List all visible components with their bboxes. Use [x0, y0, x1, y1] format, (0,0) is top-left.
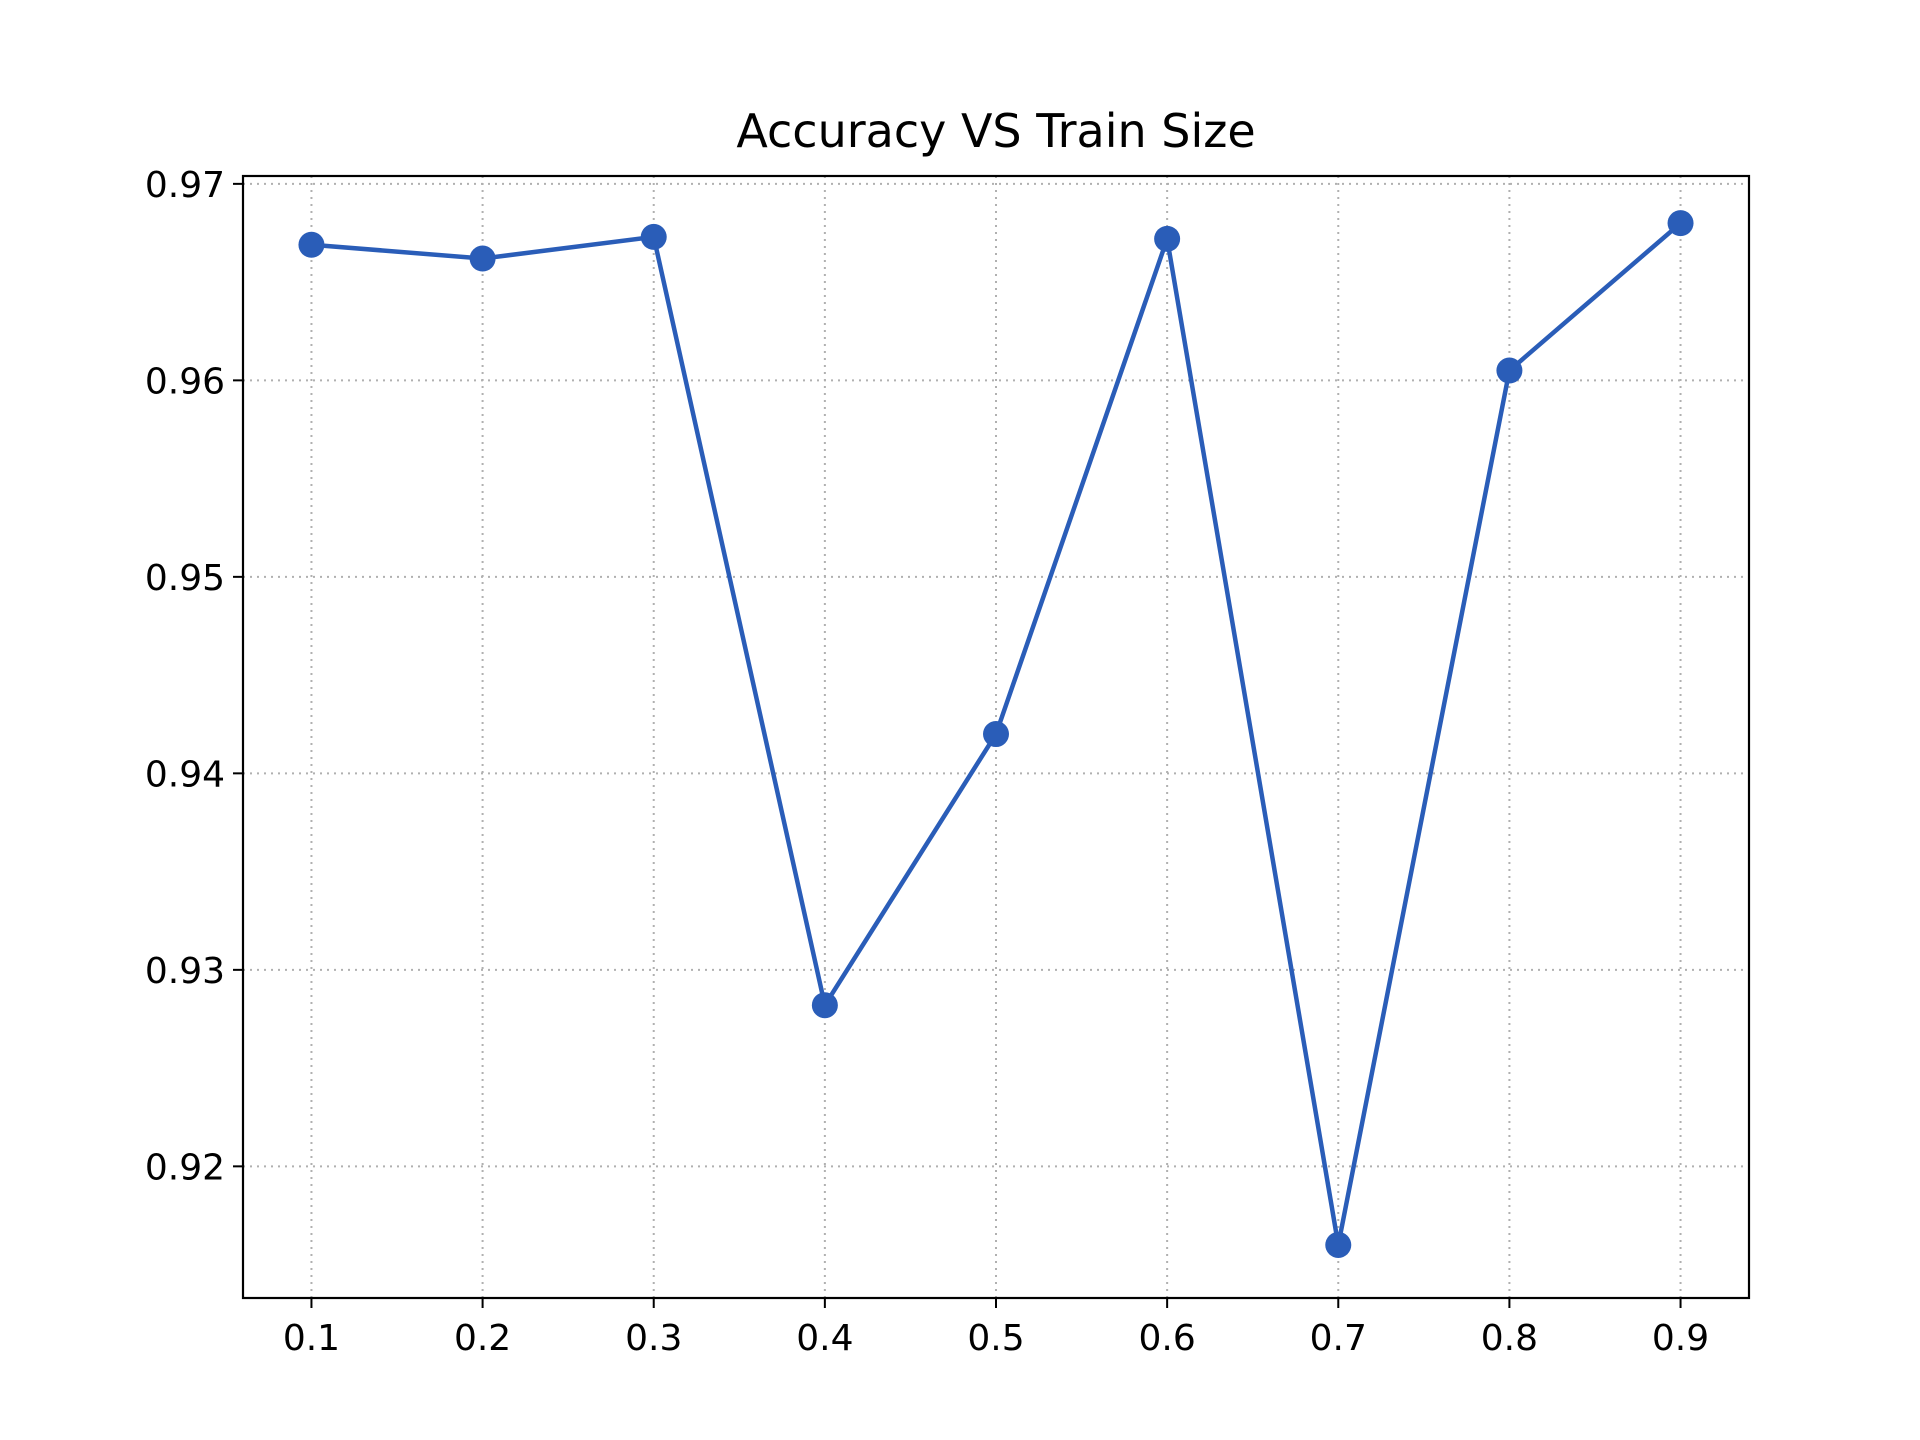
y-tick-label: 0.93 — [145, 951, 225, 992]
data-point — [1667, 210, 1694, 237]
data-point — [1496, 357, 1523, 384]
y-tick-label: 0.96 — [145, 361, 225, 402]
y-tick-label: 0.97 — [145, 165, 225, 206]
plot-area-frame — [241, 174, 1751, 1300]
y-tick-label: 0.92 — [145, 1147, 225, 1188]
x-tick-label: 0.6 — [1139, 1318, 1196, 1359]
data-point — [983, 721, 1009, 748]
x-tick-label: 0.5 — [967, 1318, 1024, 1359]
x-tick-label: 0.3 — [625, 1318, 682, 1359]
y-tick-label: 0.94 — [145, 754, 225, 795]
data-point — [1154, 225, 1181, 252]
data-point — [640, 223, 667, 250]
x-tick-label: 0.7 — [1310, 1318, 1367, 1359]
data-point — [1325, 1231, 1352, 1258]
data-point — [811, 992, 838, 1019]
grid-lines — [243, 176, 1749, 1298]
chart-title: Accuracy VS Train Size — [736, 104, 1255, 158]
x-tick-label: 0.2 — [454, 1318, 511, 1359]
x-tick-label: 0.8 — [1481, 1318, 1538, 1359]
x-tick-label: 0.1 — [283, 1318, 340, 1359]
y-tick-label: 0.95 — [145, 558, 225, 599]
series-group — [298, 210, 1694, 1258]
x-tick-label: 0.9 — [1652, 1318, 1709, 1359]
data-point — [469, 245, 496, 272]
x-tick-label: 0.4 — [796, 1318, 853, 1359]
data-point — [298, 231, 325, 258]
axis-ticks: 0.1 0.2 0.3 0.4 0.5 0.6 0.7 0.8 0.9 0.92 0.93 0.94 0… — [145, 165, 1709, 1359]
